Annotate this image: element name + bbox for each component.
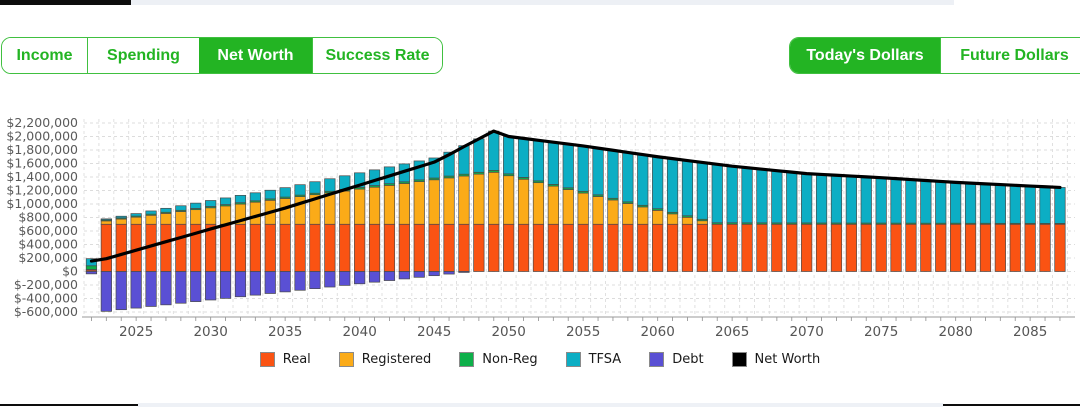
svg-text:2050: 2050: [491, 324, 525, 340]
svg-text:$0: $0: [62, 264, 78, 279]
svg-text:$400,000: $400,000: [18, 237, 78, 252]
legend-item-tfsa[interactable]: TFSA: [565, 352, 622, 367]
bottom-window-edge-dark-right: [943, 404, 1080, 406]
legend-label-debt: Debt: [672, 352, 704, 367]
svg-text:2085: 2085: [1013, 324, 1047, 340]
legend-item-debt[interactable]: Debt: [649, 352, 704, 367]
svg-text:$1,000,000: $1,000,000: [6, 196, 78, 211]
dollar-mode-toggle: Today's Dollars Future Dollars: [789, 37, 1080, 74]
svg-text:2070: 2070: [789, 324, 823, 340]
svg-text:2075: 2075: [864, 324, 898, 340]
tab-income[interactable]: Income: [2, 38, 87, 73]
top-window-edge-dark: [0, 0, 131, 5]
legend-swatch-debt: [649, 352, 665, 367]
net-worth-stacked-bar-chart: $2,200,000$2,000,000$1,800,000$1,600,000…: [6, 115, 1075, 340]
svg-text:$1,600,000: $1,600,000: [6, 156, 78, 171]
svg-text:2040: 2040: [342, 324, 376, 340]
chart-legend: Real Registered Non-Reg TFSA Debt Net Worth: [0, 352, 1080, 367]
legend-label-tfsa: TFSA: [588, 352, 622, 367]
legend-label-non-reg: Non-Reg: [482, 352, 538, 367]
bottom-window-edge-dark-left: [0, 404, 138, 406]
toggle-future-dollars[interactable]: Future Dollars: [939, 38, 1080, 73]
tab-spending[interactable]: Spending: [87, 38, 199, 73]
legend-item-real[interactable]: Real: [259, 352, 311, 367]
svg-text:2045: 2045: [417, 324, 451, 340]
tab-success-rate[interactable]: Success Rate: [312, 38, 442, 73]
svg-text:2060: 2060: [640, 324, 674, 340]
top-window-edge-light: [131, 0, 954, 5]
svg-text:$1,800,000: $1,800,000: [6, 142, 78, 157]
svg-text:2035: 2035: [268, 324, 302, 340]
legend-swatch-real: [259, 352, 275, 367]
svg-text:2030: 2030: [193, 324, 227, 340]
svg-text:$2,200,000: $2,200,000: [6, 115, 78, 130]
legend-item-non-reg[interactable]: Non-Reg: [459, 352, 538, 367]
svg-text:$200,000: $200,000: [18, 250, 78, 265]
bottom-window-edge-light: [138, 403, 943, 407]
legend-item-registered[interactable]: Registered: [338, 352, 432, 367]
svg-text:$-600,000: $-600,000: [14, 304, 78, 319]
svg-text:$2,000,000: $2,000,000: [6, 129, 78, 144]
legend-swatch-tfsa: [565, 352, 581, 367]
tab-net-worth[interactable]: Net Worth: [199, 38, 312, 73]
legend-label-net-worth: Net Worth: [754, 352, 821, 367]
svg-text:2065: 2065: [715, 324, 749, 340]
chart-view-tabs: Income Spending Net Worth Success Rate: [1, 37, 443, 74]
legend-swatch-registered: [338, 352, 354, 367]
legend-label-real: Real: [282, 352, 311, 367]
svg-text:$-400,000: $-400,000: [14, 291, 78, 306]
toggle-todays-dollars[interactable]: Today's Dollars: [790, 38, 940, 73]
svg-text:2025: 2025: [119, 324, 153, 340]
svg-text:$800,000: $800,000: [18, 210, 78, 225]
legend-swatch-net-worth: [731, 352, 747, 367]
legend-item-net-worth[interactable]: Net Worth: [731, 352, 821, 367]
svg-text:$-200,000: $-200,000: [14, 277, 78, 292]
legend-swatch-non-reg: [459, 352, 475, 367]
svg-text:$600,000: $600,000: [18, 223, 78, 238]
svg-text:$1,400,000: $1,400,000: [6, 169, 78, 184]
svg-text:2055: 2055: [566, 324, 600, 340]
svg-text:2080: 2080: [938, 324, 972, 340]
legend-label-registered: Registered: [361, 352, 432, 367]
svg-text:$1,200,000: $1,200,000: [6, 183, 78, 198]
